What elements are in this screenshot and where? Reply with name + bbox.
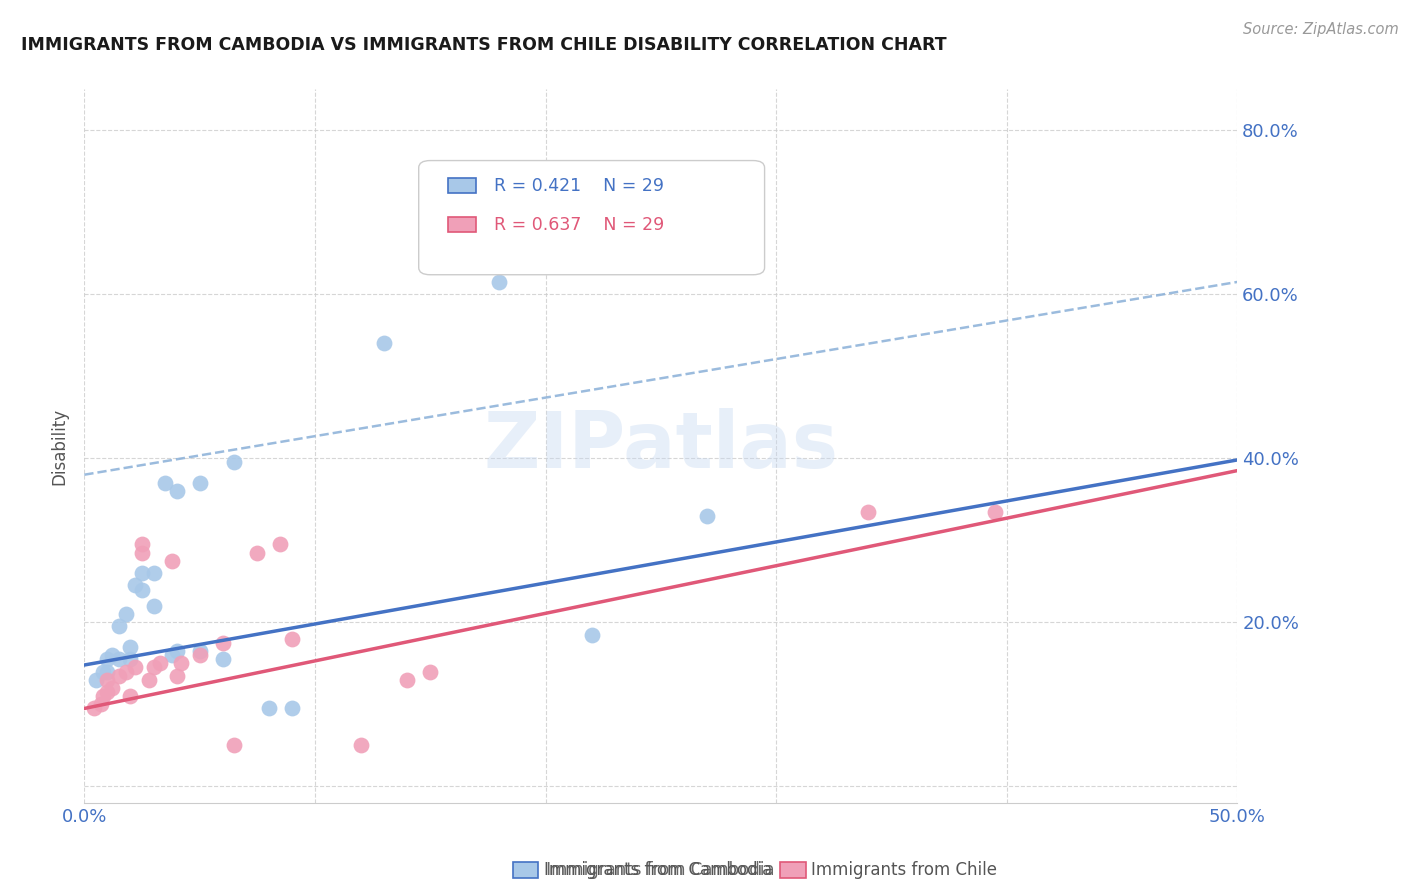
Point — [138, 673, 160, 687]
Text: R = 0.421    N = 29: R = 0.421 N = 29 — [494, 177, 664, 194]
Point — [211, 652, 233, 666]
Point — [142, 660, 165, 674]
Point — [166, 484, 188, 499]
Point — [696, 508, 718, 523]
Point — [115, 607, 138, 622]
Y-axis label: Disability: Disability — [51, 408, 69, 484]
Text: ZIPatlas: ZIPatlas — [484, 408, 838, 484]
Text: R = 0.637    N = 29: R = 0.637 N = 29 — [494, 216, 664, 234]
Point — [281, 632, 304, 646]
Point — [89, 698, 111, 712]
Point — [166, 668, 188, 682]
FancyBboxPatch shape — [447, 178, 477, 193]
Point — [108, 652, 131, 666]
Point — [269, 537, 291, 551]
Point — [858, 505, 880, 519]
FancyBboxPatch shape — [447, 218, 477, 232]
Point — [170, 657, 193, 671]
Point — [224, 455, 246, 469]
Point — [115, 665, 138, 679]
Point — [124, 660, 146, 674]
Text: Immigrants from Chile: Immigrants from Chile — [811, 861, 997, 879]
Point — [131, 537, 153, 551]
Text: ■  Immigrants from Cambodia: ■ Immigrants from Cambodia — [520, 861, 775, 879]
Point — [131, 546, 153, 560]
Point — [488, 275, 510, 289]
FancyBboxPatch shape — [419, 161, 765, 275]
Point — [149, 657, 172, 671]
Point — [160, 554, 183, 568]
Point — [91, 689, 114, 703]
Point — [108, 619, 131, 633]
Point — [188, 475, 211, 490]
Point — [108, 668, 131, 682]
Point — [142, 599, 165, 613]
Point — [984, 505, 1007, 519]
Point — [581, 627, 603, 641]
Point — [101, 648, 124, 662]
Point — [96, 673, 118, 687]
Point — [101, 681, 124, 695]
Point — [153, 475, 176, 490]
Point — [246, 546, 269, 560]
Point — [120, 652, 142, 666]
Point — [188, 644, 211, 658]
Point — [373, 336, 395, 351]
Point — [131, 566, 153, 581]
Point — [160, 648, 183, 662]
Point — [131, 582, 153, 597]
Point — [96, 652, 118, 666]
Point — [120, 640, 142, 654]
Point — [124, 578, 146, 592]
Point — [83, 701, 105, 715]
Point — [419, 665, 441, 679]
Point — [211, 636, 233, 650]
Point — [350, 739, 373, 753]
Point — [91, 665, 114, 679]
Point — [120, 689, 142, 703]
Point — [281, 701, 304, 715]
Point — [396, 673, 419, 687]
Text: IMMIGRANTS FROM CAMBODIA VS IMMIGRANTS FROM CHILE DISABILITY CORRELATION CHART: IMMIGRANTS FROM CAMBODIA VS IMMIGRANTS F… — [21, 36, 946, 54]
Text: Source: ZipAtlas.com: Source: ZipAtlas.com — [1243, 22, 1399, 37]
Point — [84, 673, 107, 687]
Point — [224, 739, 246, 753]
Point — [96, 665, 118, 679]
Point — [96, 685, 118, 699]
Text: Immigrants from Cambodia: Immigrants from Cambodia — [544, 861, 772, 879]
Point — [142, 566, 165, 581]
Point — [166, 644, 188, 658]
Point — [188, 648, 211, 662]
Point — [257, 701, 280, 715]
